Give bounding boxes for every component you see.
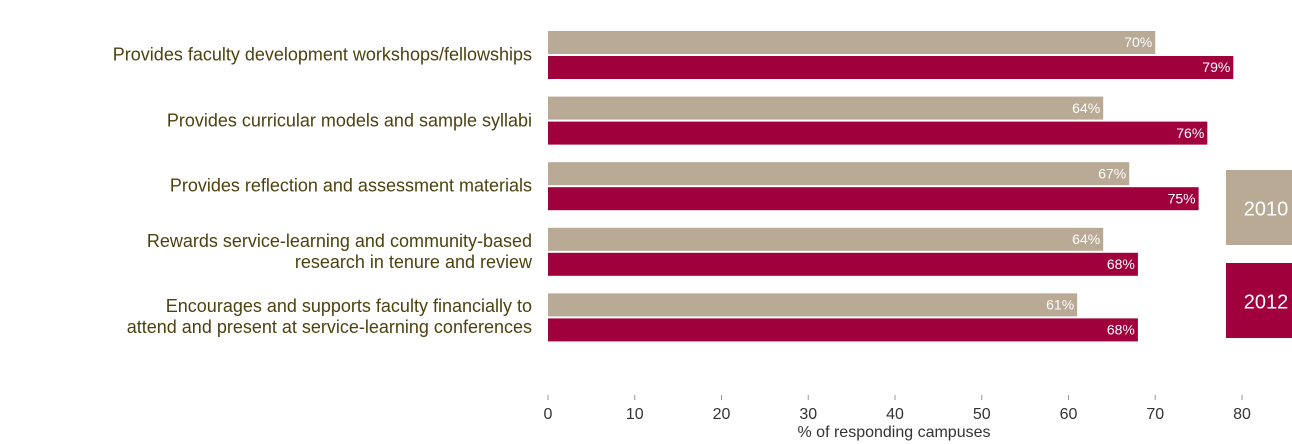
bar [548, 187, 1199, 211]
category-label: Encourages and supports faculty financia… [126, 296, 532, 338]
bar [548, 31, 1156, 54]
x-tick-label: 50 [973, 406, 991, 423]
value-label: 64% [1072, 231, 1100, 247]
category-label: Provides curricular models and sample sy… [166, 110, 532, 131]
value-label: 68% [1107, 256, 1135, 272]
bar [548, 121, 1208, 145]
value-label: 70% [1124, 34, 1152, 50]
category-label: Provides faculty development workshops/f… [112, 44, 532, 65]
x-tick-label: 30 [799, 406, 817, 423]
bar [548, 252, 1138, 276]
value-label: 79% [1202, 59, 1230, 75]
value-label: 76% [1176, 125, 1204, 141]
x-tick-label: 40 [886, 406, 904, 423]
value-label: 67% [1098, 165, 1126, 181]
value-label: 68% [1107, 322, 1135, 338]
x-tick-label: 60 [1060, 406, 1078, 423]
x-tick-label: 20 [713, 406, 731, 423]
x-tick-label: 10 [626, 406, 644, 423]
legend-swatch [1226, 170, 1292, 245]
value-label: 75% [1168, 190, 1196, 206]
value-label: 61% [1046, 297, 1074, 313]
value-label: 64% [1072, 100, 1100, 116]
legend-swatch [1226, 263, 1292, 338]
x-tick-label: 70 [1146, 406, 1164, 423]
x-tick-label: 80 [1233, 406, 1251, 423]
category-label: Rewards service-learning and community-b… [146, 230, 532, 272]
category-label: Provides reflection and assessment mater… [169, 175, 532, 196]
legend-label: 2010 [1244, 198, 1289, 220]
x-axis-label: % of responding campuses [798, 424, 991, 441]
bar [548, 162, 1130, 186]
bar [548, 293, 1078, 317]
bar [548, 56, 1234, 79]
bar [548, 227, 1104, 251]
x-tick-label: 0 [544, 406, 553, 423]
legend-label: 2012 [1244, 291, 1289, 313]
bar [548, 96, 1104, 120]
bar [548, 318, 1138, 342]
